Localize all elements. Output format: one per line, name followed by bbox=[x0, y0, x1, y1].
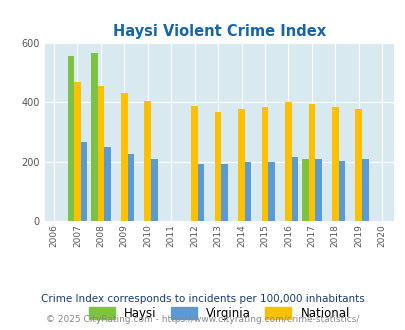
Bar bbox=[354, 109, 361, 221]
Bar bbox=[81, 142, 87, 221]
Bar bbox=[127, 154, 134, 221]
Text: © 2025 CityRating.com - https://www.cityrating.com/crime-statistics/: © 2025 CityRating.com - https://www.city… bbox=[46, 315, 359, 324]
Bar bbox=[197, 164, 204, 221]
Bar bbox=[91, 53, 97, 221]
Bar bbox=[238, 110, 244, 221]
Title: Haysi Violent Crime Index: Haysi Violent Crime Index bbox=[113, 24, 325, 39]
Bar bbox=[331, 107, 338, 221]
Bar bbox=[284, 102, 291, 221]
Bar bbox=[121, 93, 127, 221]
Text: Crime Index corresponds to incidents per 100,000 inhabitants: Crime Index corresponds to incidents per… bbox=[41, 294, 364, 304]
Legend: Haysi, Virginia, National: Haysi, Virginia, National bbox=[84, 302, 354, 324]
Bar bbox=[291, 157, 298, 221]
Bar bbox=[104, 147, 111, 221]
Bar bbox=[191, 106, 197, 221]
Bar bbox=[361, 159, 368, 221]
Bar bbox=[301, 159, 308, 221]
Bar bbox=[151, 159, 157, 221]
Bar bbox=[68, 56, 74, 221]
Bar bbox=[221, 164, 227, 221]
Bar bbox=[261, 107, 268, 221]
Bar bbox=[74, 82, 81, 221]
Bar bbox=[97, 86, 104, 221]
Bar bbox=[338, 161, 344, 221]
Bar bbox=[268, 162, 274, 221]
Bar bbox=[214, 112, 221, 221]
Bar bbox=[144, 101, 151, 221]
Bar bbox=[314, 159, 321, 221]
Bar bbox=[308, 104, 314, 221]
Bar bbox=[244, 162, 251, 221]
